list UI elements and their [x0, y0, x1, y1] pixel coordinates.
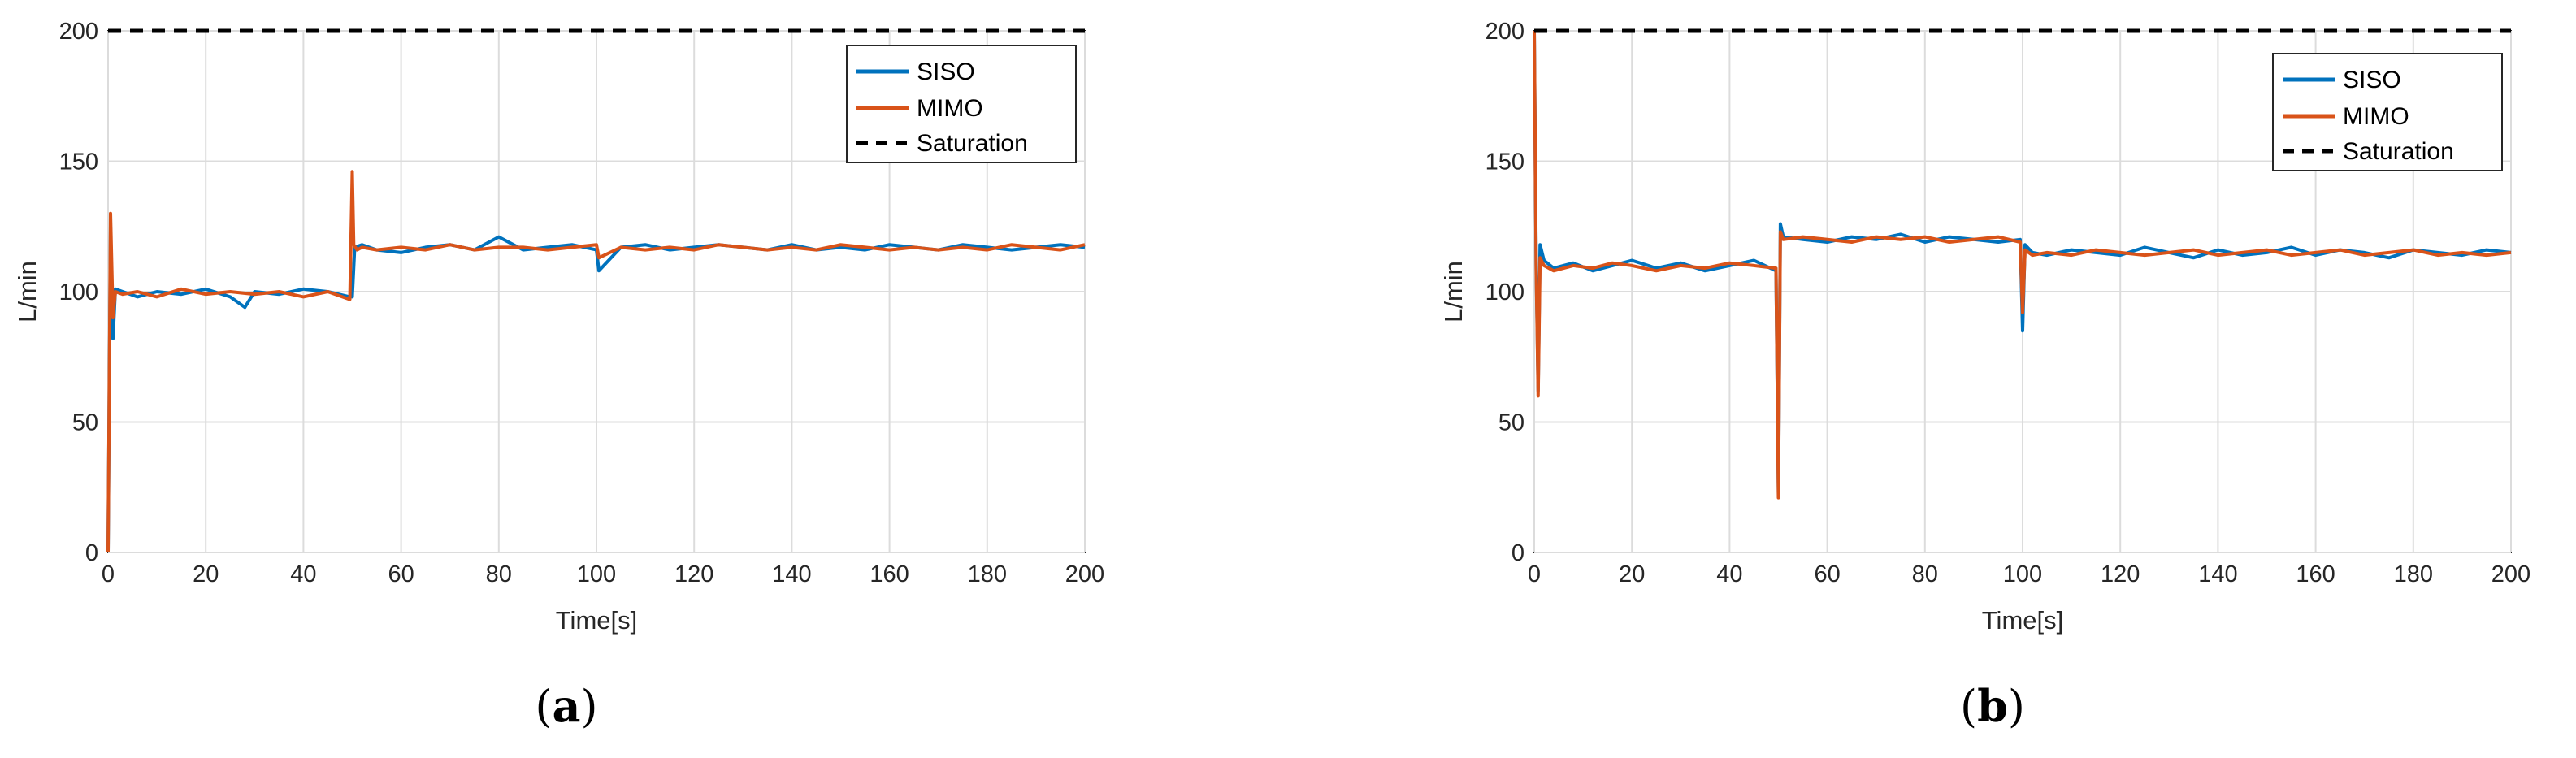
- x-tick-label: 140: [772, 561, 811, 587]
- series-line-siso: [106, 224, 1086, 553]
- x-tick-label: 0: [102, 561, 115, 587]
- x-tick-label: 60: [388, 561, 414, 587]
- panel-caption-a: (a): [535, 680, 597, 732]
- x-tick-label: 0: [1528, 561, 1541, 587]
- y-tick-label: 0: [85, 540, 98, 566]
- y-tick-label: 200: [59, 19, 98, 45]
- x-tick-label: 40: [1716, 561, 1742, 587]
- x-tick-label: 60: [1814, 561, 1840, 587]
- x-tick-labels: 0 20 40 60 80 100 120 140 160 180 200: [102, 561, 1104, 587]
- x-tick-label: 120: [674, 561, 713, 587]
- y-tick-label: 100: [1485, 279, 1524, 305]
- chart-panel-a: 0 20 40 60 80 100 120 140 160 180 200 0 …: [13, 19, 1104, 732]
- caption-letter: b: [1977, 680, 2008, 732]
- x-tick-label: 180: [968, 561, 1007, 587]
- x-tick-label: 20: [193, 561, 219, 587]
- caption-open-paren: (: [535, 681, 552, 732]
- y-tick-label: 150: [1485, 149, 1524, 175]
- x-tick-label: 80: [1912, 561, 1938, 587]
- legend-label-mimo: MIMO: [2343, 103, 2409, 130]
- x-tick-label: 200: [2491, 561, 2530, 587]
- x-tick-label: 100: [2003, 561, 2042, 587]
- chart-panel-b: 0 20 40 60 80 100 120 140 160 180 200 0 …: [1439, 19, 2530, 732]
- data-lines: [106, 28, 1086, 553]
- y-tick-label: 0: [1511, 540, 1524, 566]
- y-tick-labels: 0 50 100 150 200: [1485, 19, 1524, 566]
- legend-label-mimo: MIMO: [917, 95, 983, 122]
- y-tick-label: 150: [59, 149, 98, 175]
- legend-label-siso: SISO: [917, 58, 975, 85]
- panel-caption-b: (b): [1960, 680, 2025, 732]
- series-line-mimo: [106, 170, 1086, 553]
- x-axis-label: Time[s]: [556, 606, 637, 635]
- series-line-mimo: [1533, 30, 2512, 500]
- x-tick-label: 100: [577, 561, 616, 587]
- x-tick-labels: 0 20 40 60 80 100 120 140 160 180 200: [1528, 561, 2530, 587]
- x-tick-label: 160: [870, 561, 909, 587]
- y-axis-label: L/min: [1439, 261, 1468, 323]
- y-tick-label: 50: [1498, 410, 1524, 436]
- x-tick-label: 200: [1065, 561, 1104, 587]
- y-tick-labels: 0 50 100 150 200: [59, 19, 98, 566]
- caption-open-paren: (: [1960, 681, 1977, 732]
- legend-label-saturation: Saturation: [2343, 138, 2454, 165]
- x-axis-label: Time[s]: [1982, 606, 2063, 635]
- x-tick-label: 120: [2101, 561, 2140, 587]
- y-tick-label: 50: [72, 410, 98, 436]
- y-tick-label: 100: [59, 279, 98, 305]
- x-tick-label: 80: [486, 561, 512, 587]
- caption-close-paren: ): [2008, 681, 2025, 732]
- x-tick-label: 180: [2394, 561, 2433, 587]
- x-tick-label: 40: [290, 561, 316, 587]
- y-axis-label: L/min: [13, 261, 41, 323]
- legend: SISO MIMO Saturation: [2272, 53, 2503, 171]
- data-lines: [1533, 28, 2512, 500]
- caption-close-paren: ): [581, 681, 598, 732]
- legend-label-saturation: Saturation: [917, 130, 1028, 157]
- x-tick-label: 20: [1619, 561, 1645, 587]
- y-tick-label: 200: [1485, 19, 1524, 45]
- legend-label-siso: SISO: [2343, 67, 2401, 93]
- x-tick-label: 140: [2198, 561, 2237, 587]
- caption-letter: a: [553, 680, 581, 732]
- x-tick-label: 160: [2296, 561, 2335, 587]
- legend: SISO MIMO Saturation: [846, 45, 1077, 163]
